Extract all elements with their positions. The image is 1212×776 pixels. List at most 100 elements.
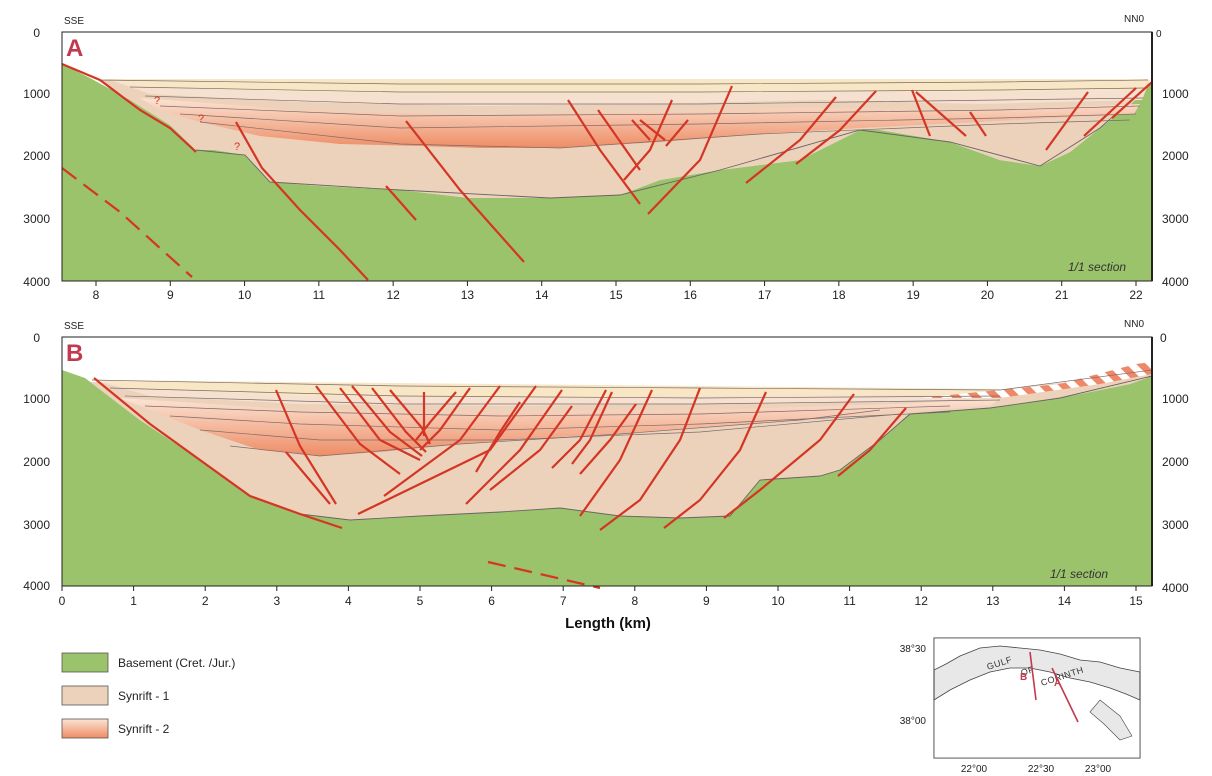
section-a-horizons: [99, 79, 1153, 199]
depth-tick: 3000: [1162, 212, 1189, 226]
section-a-scale-note: 1/1 section: [1068, 260, 1126, 274]
section-b-scale-note: 1/1 section: [1050, 567, 1108, 581]
legend-label-synrift1: Synrift - 1: [118, 689, 170, 703]
depth-tick: 3000: [23, 518, 50, 532]
distance-tick-label: 8: [631, 594, 638, 608]
section-b-hatched-unit: [920, 362, 1152, 398]
distance-tick-label: 0: [59, 594, 66, 608]
distance-tick-label: 1: [130, 594, 137, 608]
section-a-right-depth-axis: 0 1000 2000 3000 4000: [1156, 29, 1189, 289]
distance-tick-label: 13: [986, 594, 1000, 608]
distance-tick-label: 6: [488, 594, 495, 608]
depth-tick: 1000: [23, 392, 50, 406]
inset-map-gulf-bay: [1089, 699, 1133, 741]
inset-map-profile-b: [1029, 651, 1037, 701]
distance-tick-label: 8: [93, 288, 100, 302]
section-a-synrift2: [140, 98, 1140, 148]
distance-tick-label: 11: [313, 288, 326, 302]
section-a-basement: [62, 64, 1152, 281]
depth-tick: 4000: [1162, 275, 1189, 289]
distance-tick-label: 9: [703, 594, 710, 608]
legend-label-synrift2: Synrift - 2: [118, 722, 170, 736]
depth-tick: 2000: [23, 455, 50, 469]
inset-map-lat-label: 38°30: [900, 644, 927, 655]
distance-tick-label: 5: [417, 594, 424, 608]
distance-tick-label: 4: [345, 594, 352, 608]
section-a-letter: A: [66, 35, 83, 62]
section-b-letter: B: [66, 340, 83, 367]
distance-tick-label: 14: [1058, 594, 1072, 608]
section-a-query-3: ?: [234, 141, 240, 153]
distance-tick-label: 20: [981, 288, 995, 302]
cross-section-b: B SSE NN0 1/1 section 0 1000 2000 3000 4…: [23, 319, 1189, 632]
distance-tick-label: 21: [1055, 288, 1069, 302]
distance-tick-label: 10: [238, 288, 252, 302]
cross-section-a: ? ? ? A SSE NN0 1/1 section 0 1000 2000 …: [23, 14, 1189, 302]
legend: Basement (Cret. /Jur.) Synrift - 1 Synri…: [61, 652, 235, 739]
section-b-horizons: [91, 369, 1153, 521]
depth-tick: 0: [33, 331, 40, 345]
section-a-faults: [61, 62, 1153, 281]
distance-tick-label: 16: [684, 288, 698, 302]
depth-tick: 4000: [1162, 581, 1189, 595]
distance-tick-label: 22: [1129, 288, 1143, 302]
depth-tick: 2000: [1162, 149, 1189, 163]
distance-tick-label: 13: [461, 288, 475, 302]
distance-tick-label: 12: [386, 288, 400, 302]
legend-swatch-synrift2: [61, 718, 109, 739]
inset-map-lon-label: 22°30: [1028, 764, 1055, 775]
legend-swatch-basement: [61, 652, 109, 673]
section-b-left-direction: SSE: [64, 321, 84, 332]
depth-tick: 1000: [1162, 392, 1189, 406]
inset-map-lon-label: 23°00: [1085, 764, 1112, 775]
legend-swatch-synrift1: [61, 685, 109, 706]
depth-tick: 4000: [23, 275, 50, 289]
section-a-left-direction: SSE: [64, 16, 84, 27]
distance-tick-label: 15: [609, 288, 623, 302]
distance-tick-label: 3: [273, 594, 280, 608]
depth-tick: 1000: [23, 87, 50, 101]
depth-tick: 0: [1160, 331, 1167, 345]
distance-tick-label: 2: [202, 594, 209, 608]
depth-tick: 3000: [1162, 518, 1189, 532]
inset-map-north-land: [933, 637, 1141, 673]
section-b-distance-axis: 0 1 2 3 4 5 6 7 8 9 10 11 12 13 14 15: [59, 586, 1143, 608]
depth-tick: 0: [33, 26, 40, 40]
section-a-query-2: ?: [198, 113, 204, 125]
distance-tick-label: 18: [832, 288, 846, 302]
depth-tick: 2000: [23, 149, 50, 163]
distance-tick-label: 19: [906, 288, 920, 302]
depth-tick: 4000: [23, 579, 50, 593]
distance-tick-label: 17: [758, 288, 772, 302]
depth-tick: 1000: [1162, 87, 1189, 101]
distance-tick-label: 15: [1129, 594, 1143, 608]
legend-label-basement: Basement (Cret. /Jur.): [118, 656, 235, 670]
depth-tick: 3000: [23, 212, 50, 226]
inset-map-lat-label: 38°00: [900, 716, 927, 727]
section-a-query-1: ?: [154, 95, 160, 107]
distance-tick-label: 10: [771, 594, 785, 608]
distance-tick-label: 12: [915, 594, 929, 608]
depth-tick: 0: [1156, 29, 1162, 40]
section-a-left-depth-axis: 0 1000 2000 3000 4000: [23, 26, 50, 289]
distance-tick-label: 11: [843, 594, 856, 608]
inset-map: GULF OF CORINTH B A 38°30 38°00 22°00 22…: [900, 637, 1141, 775]
inset-map-profile-a-label: A: [1054, 678, 1061, 689]
depth-tick: 2000: [1162, 455, 1189, 469]
distance-tick-label: 14: [535, 288, 549, 302]
x-axis-title: Length (km): [565, 615, 651, 632]
inset-map-profile-a: [1051, 667, 1079, 723]
distance-tick-label: 9: [167, 288, 174, 302]
inset-map-profile-b-label: B: [1020, 672, 1027, 683]
section-b-right-depth-axis: 0 1000 2000 3000 4000: [1160, 331, 1189, 595]
distance-tick-label: 7: [560, 594, 567, 608]
inset-map-lon-label: 22°00: [961, 764, 988, 775]
section-b-right-direction: NN0: [1124, 319, 1144, 330]
section-a-right-direction: NN0: [1124, 14, 1144, 25]
section-b-faults: [93, 377, 907, 590]
section-b-left-depth-axis: 0 1000 2000 3000 4000: [23, 331, 50, 593]
section-b-basement: [62, 370, 1152, 586]
section-a-distance-axis: 8 9 10 11 12 13 14 15 16 17 18 19 20 21 22: [93, 281, 1143, 302]
inset-map-south-land: [933, 667, 1141, 759]
